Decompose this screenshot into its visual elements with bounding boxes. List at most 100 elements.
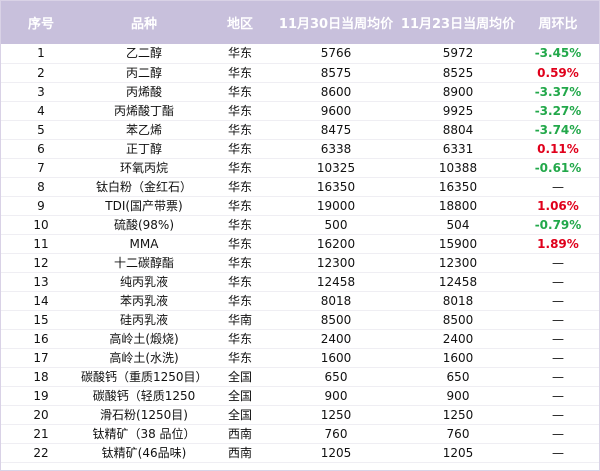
- row-price-nov30: 900: [273, 386, 399, 406]
- row-region: 西南: [207, 424, 273, 444]
- row-index: 4: [1, 101, 81, 121]
- row-region: 华东: [207, 101, 273, 121]
- row-region: 华东: [207, 139, 273, 159]
- row-index: 6: [1, 139, 81, 159]
- row-price-nov23: 10388: [399, 158, 517, 178]
- row-price-nov30: 6338: [273, 139, 399, 159]
- row-weekly-change: 1.89%: [517, 234, 599, 254]
- row-product: 高岭土(水洗): [81, 348, 207, 368]
- table-row: 22 钛精矿(46品味) 西南 1205 1205—: [1, 443, 599, 463]
- row-product: 环氧丙烷: [81, 158, 207, 178]
- row-product: 纯丙乳液: [81, 272, 207, 292]
- row-region: 全国: [207, 386, 273, 406]
- table-row: 21 钛精矿（38 品位） 西南 760 760—: [1, 424, 599, 444]
- row-price-nov30: 650: [273, 367, 399, 387]
- row-product: 高岭土(煅烧): [81, 329, 207, 349]
- table-row: 14 苯丙乳液 华东 8018 8018—: [1, 291, 599, 311]
- row-region: 华东: [207, 120, 273, 140]
- row-index: 21: [1, 424, 81, 444]
- row-price-nov30: 12458: [273, 272, 399, 292]
- row-price-nov30: 2400: [273, 329, 399, 349]
- price-table: 序号 品种 地区 11月30日当周均价 11月23日当周均价 周环比 1 乙二醇华…: [1, 1, 599, 463]
- row-region: 全国: [207, 405, 273, 425]
- row-price-nov30: 1600: [273, 348, 399, 368]
- row-product: 滑石粉(1250目): [81, 405, 207, 425]
- row-price-nov30: 10325: [273, 158, 399, 178]
- row-weekly-change: 0.59%: [517, 63, 599, 83]
- row-product: 硅丙乳液: [81, 310, 207, 330]
- row-weekly-change: —: [517, 329, 599, 349]
- row-index: 2: [1, 63, 81, 83]
- row-product: 钛精矿(46品味): [81, 443, 207, 463]
- row-product: 十二碳醇酯: [81, 253, 207, 273]
- row-price-nov30: 12300: [273, 253, 399, 273]
- row-weekly-change: —: [517, 443, 599, 463]
- row-price-nov23: 8525: [399, 63, 517, 83]
- row-product: 钛精矿（38 品位）: [81, 424, 207, 444]
- row-index: 9: [1, 196, 81, 216]
- row-index: 14: [1, 291, 81, 311]
- row-price-nov30: 500: [273, 215, 399, 235]
- row-region: 华东: [207, 272, 273, 292]
- row-weekly-change: -3.27%: [517, 101, 599, 121]
- row-index: 12: [1, 253, 81, 273]
- row-price-nov23: 8018: [399, 291, 517, 311]
- table-row: 6 正丁醇 华东 6338 6331 0.11%: [1, 139, 599, 159]
- row-product: 丙二醇: [81, 63, 207, 83]
- row-region: 华东: [207, 329, 273, 349]
- row-price-nov30: 9600: [273, 101, 399, 121]
- row-weekly-change: —: [517, 367, 599, 387]
- row-index: 19: [1, 386, 81, 406]
- row-index: 18: [1, 367, 81, 387]
- row-index: 15: [1, 310, 81, 330]
- row-price-nov30: 8600: [273, 82, 399, 102]
- row-index: 3: [1, 82, 81, 102]
- table-header-row: 序号 品种 地区 11月30日当周均价 11月23日当周均价 周环比: [1, 1, 599, 44]
- row-price-nov23: 760: [399, 424, 517, 444]
- row-price-nov23: 1600: [399, 348, 517, 368]
- row-region: 全国: [207, 367, 273, 387]
- row-product: 乙二醇: [81, 44, 207, 64]
- header-index: 序号: [27, 17, 54, 32]
- row-index: 16: [1, 329, 81, 349]
- header-region: 地区: [226, 17, 253, 32]
- table-row: 15 硅丙乳液 华南 8500 8500—: [1, 310, 599, 330]
- row-index: 8: [1, 177, 81, 197]
- row-product: 苯乙烯: [81, 120, 207, 140]
- row-weekly-change: -3.45%: [517, 44, 599, 64]
- row-price-nov30: 19000: [273, 196, 399, 216]
- table-row: 1 乙二醇 华东 5766 5972 -3.45%: [1, 44, 599, 64]
- row-weekly-change: —: [517, 272, 599, 292]
- row-price-nov23: 900: [399, 386, 517, 406]
- table-row: 16 高岭土(煅烧) 华东 2400 2400—: [1, 329, 599, 349]
- row-region: 华东: [207, 253, 273, 273]
- table-row: 7 环氧丙烷 华东 10325 10388 -0.61%: [1, 158, 599, 178]
- header-product: 品种: [130, 17, 157, 32]
- row-index: 13: [1, 272, 81, 292]
- table-row: 18 碳酸钙（重质1250目） 全国 650 650—: [1, 367, 599, 387]
- row-price-nov23: 16350: [399, 177, 517, 197]
- row-price-nov23: 8804: [399, 120, 517, 140]
- table-row: 8 钛白粉（金红石） 华东 16350 16350—: [1, 177, 599, 197]
- row-price-nov30: 1250: [273, 405, 399, 425]
- row-index: 1: [1, 44, 81, 64]
- row-product: 苯丙乳液: [81, 291, 207, 311]
- header-price-nov23: 11月23日当周均价: [400, 17, 516, 32]
- row-product: 硫酸(98%): [81, 215, 207, 235]
- row-price-nov23: 1205: [399, 443, 517, 463]
- row-index: 10: [1, 215, 81, 235]
- row-weekly-change: -3.37%: [517, 82, 599, 102]
- row-product: TDI(国产带票): [81, 196, 207, 216]
- row-price-nov23: 8900: [399, 82, 517, 102]
- row-region: 华东: [207, 215, 273, 235]
- row-weekly-change: —: [517, 253, 599, 273]
- row-region: 华东: [207, 234, 273, 254]
- row-index: 20: [1, 405, 81, 425]
- row-region: 华东: [207, 82, 273, 102]
- table-row: 20 滑石粉(1250目) 全国 1250 1250—: [1, 405, 599, 425]
- row-price-nov23: 6331: [399, 139, 517, 159]
- row-price-nov23: 18800: [399, 196, 517, 216]
- row-price-nov30: 1205: [273, 443, 399, 463]
- row-price-nov23: 15900: [399, 234, 517, 254]
- table-row: 4 丙烯酸丁酯 华东 9600 9925 -3.27%: [1, 101, 599, 121]
